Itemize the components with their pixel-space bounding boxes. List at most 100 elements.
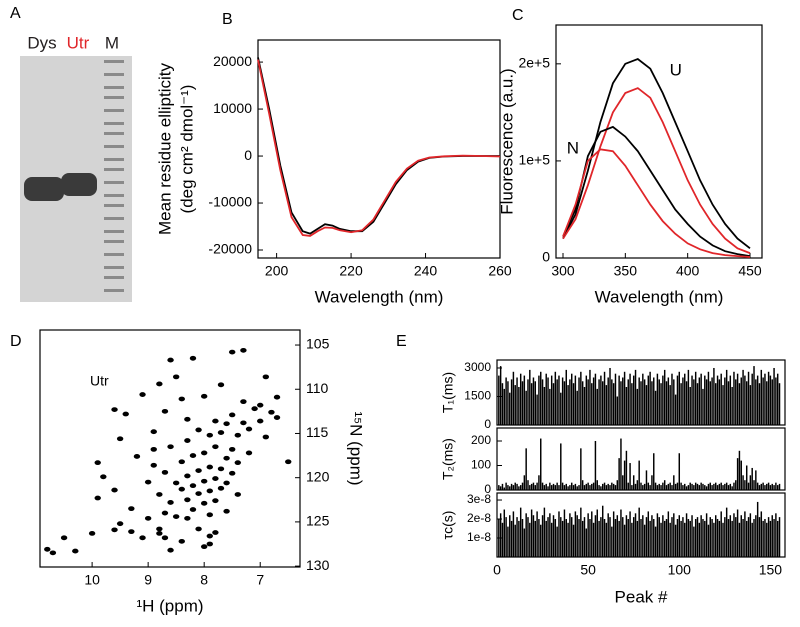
peak: [94, 460, 101, 466]
bar: [738, 383, 741, 425]
bar: [501, 383, 504, 425]
bar: [671, 517, 673, 557]
peak: [223, 508, 230, 514]
bar: [616, 396, 619, 425]
peak: [161, 469, 169, 475]
peak: [139, 535, 146, 541]
y-tick-label: 2e-8: [467, 511, 491, 525]
bar: [702, 519, 704, 557]
bar: [603, 519, 606, 557]
bar: [623, 524, 626, 557]
bar: [598, 485, 600, 490]
peak: [245, 426, 253, 432]
bar: [622, 377, 624, 425]
peak: [206, 488, 213, 494]
bar: [766, 483, 768, 490]
bar: [585, 483, 588, 490]
bar: [580, 448, 582, 490]
bar: [735, 480, 737, 490]
peak: [212, 498, 219, 504]
bar: [660, 522, 662, 557]
bar: [574, 483, 577, 490]
x-tick-label: 450: [738, 263, 762, 279]
bar: [769, 485, 772, 490]
bar: [576, 390, 578, 425]
bar: [585, 528, 588, 557]
y-tick-label: -20000: [208, 241, 252, 257]
bar: [558, 485, 560, 490]
x-tick-label: 200: [265, 263, 289, 279]
peak: [128, 506, 135, 512]
y-tick-label: 0: [484, 482, 491, 496]
lane-label: Dys: [27, 33, 56, 52]
bar: [707, 371, 710, 425]
bar: [693, 485, 695, 490]
bar: [753, 480, 755, 490]
y-axis-label: Fluorescence (a.u.): [497, 68, 516, 214]
bar: [612, 511, 615, 557]
bar: [529, 369, 531, 425]
peak: [223, 480, 230, 486]
x-axis-label: Wavelength (nm): [595, 287, 724, 306]
bar: [523, 475, 526, 490]
plot-frame: [39, 329, 301, 568]
bar: [766, 381, 768, 425]
bar: [694, 482, 697, 490]
bar: [753, 519, 755, 557]
peak: [184, 438, 191, 443]
x-tick-label: 150: [759, 562, 783, 578]
bar: [736, 458, 739, 490]
bar: [649, 371, 651, 425]
peak: [195, 491, 202, 497]
bar: [507, 381, 509, 425]
bar: [545, 483, 547, 490]
bar: [673, 475, 675, 490]
bar: [585, 375, 588, 425]
bar: [598, 379, 600, 425]
bar: [603, 371, 606, 425]
y-axis-label: ¹⁵N (ppm): [347, 411, 366, 485]
bar: [689, 520, 691, 557]
bar: [718, 379, 721, 425]
bar: [753, 366, 755, 425]
bar: [762, 377, 764, 425]
bar: [713, 483, 715, 490]
y-tick-label: 10000: [213, 100, 252, 116]
bar: [643, 483, 646, 490]
bar: [519, 373, 522, 425]
bar: [632, 375, 635, 425]
y-tick-label: 3e-8: [467, 492, 491, 506]
bar: [556, 482, 558, 490]
peak: [240, 399, 247, 405]
bar: [540, 438, 542, 490]
y-tick-label: 0: [244, 147, 252, 163]
peak: [178, 459, 185, 465]
bar: [775, 377, 777, 425]
bar: [758, 383, 761, 425]
bar: [744, 375, 746, 425]
bar: [645, 470, 648, 490]
bar: [685, 513, 688, 557]
bar: [735, 379, 737, 425]
peak: [111, 487, 118, 493]
bar: [571, 373, 573, 425]
bar: [609, 367, 611, 425]
y-tick-label: 120: [306, 468, 330, 484]
peak: [161, 535, 169, 541]
bar: [578, 485, 580, 490]
bar: [654, 390, 657, 425]
band: [24, 177, 64, 201]
bar: [550, 485, 553, 490]
ladder-band: [104, 145, 124, 148]
bar: [775, 482, 777, 490]
bar: [662, 375, 664, 425]
bar: [720, 373, 722, 425]
peak: [116, 521, 124, 527]
bar: [676, 519, 679, 557]
bar: [711, 519, 713, 557]
peak: [217, 382, 225, 388]
bar: [540, 371, 542, 425]
bar: [534, 485, 537, 490]
peak: [217, 430, 225, 435]
bar: [640, 381, 642, 425]
